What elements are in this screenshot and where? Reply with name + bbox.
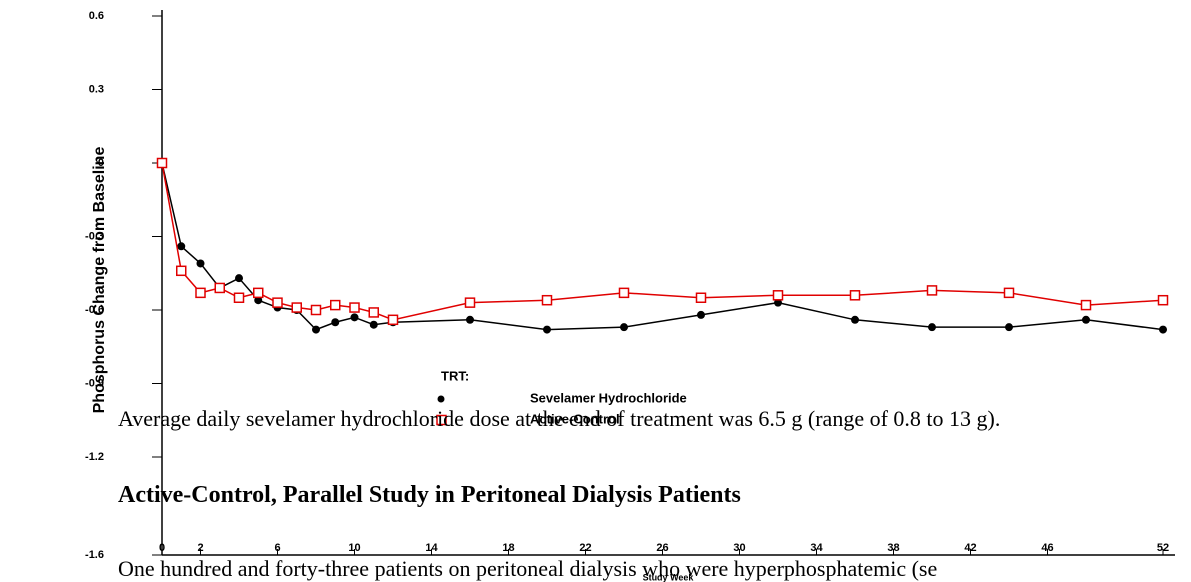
- marker: [233, 292, 245, 303]
- x-tick-label: 18: [502, 542, 514, 554]
- x-tick-label: 22: [579, 542, 591, 554]
- marker: [368, 307, 379, 318]
- marker: [541, 294, 553, 306]
- marker: [1082, 315, 1090, 324]
- paragraph: Average daily sevelamer hydrochloride do…: [118, 406, 1001, 431]
- y-tick-label: 0.6: [89, 10, 104, 22]
- marker: [697, 310, 705, 319]
- x-tick-label: 42: [964, 542, 976, 554]
- marker: [1080, 299, 1092, 311]
- marker: [926, 285, 938, 296]
- marker: [176, 265, 187, 277]
- marker: [310, 304, 322, 316]
- marker: [254, 296, 263, 305]
- y-tick-label: -0.9: [85, 377, 104, 389]
- marker: [253, 287, 264, 299]
- heading: Active-Control, Parallel Study in Perito…: [118, 482, 741, 508]
- marker: [695, 292, 707, 303]
- marker: [156, 157, 168, 169]
- marker: [349, 302, 360, 313]
- x-axis-title: Study Week: [643, 572, 695, 582]
- paragraph: One hundred and forty-three patients on …: [118, 556, 938, 581]
- x-tick-label: 38: [887, 542, 899, 554]
- marker: [312, 325, 320, 334]
- y-tick-label: -0.6: [85, 304, 104, 316]
- y-tick-label: -1.6: [85, 549, 104, 561]
- x-tick-label: 0: [159, 542, 165, 554]
- x-tick-label: 52: [1157, 542, 1169, 554]
- marker: [543, 325, 551, 334]
- marker: [369, 320, 378, 329]
- x-tick-label: 10: [348, 542, 360, 554]
- marker: [1159, 325, 1167, 334]
- marker: [177, 242, 186, 251]
- legend-title: TRT:: [441, 368, 469, 383]
- marker: [1005, 323, 1013, 332]
- marker: [1157, 294, 1169, 306]
- legend-marker: [437, 395, 445, 403]
- marker: [235, 274, 243, 283]
- legend-marker: [436, 414, 447, 426]
- marker: [331, 318, 340, 327]
- y-axis-title: Phosphorus Change from Baseline: [91, 147, 108, 414]
- y-tick-label: 0: [98, 157, 104, 169]
- marker: [851, 315, 859, 324]
- marker: [291, 302, 302, 313]
- x-tick-label: 2: [197, 542, 203, 554]
- series-line: [161, 162, 1164, 331]
- x-tick-label: 34: [810, 542, 823, 554]
- legend-label: Active-Control: [530, 411, 620, 426]
- marker: [330, 299, 341, 311]
- marker: [620, 323, 628, 332]
- marker: [928, 323, 936, 332]
- x-tick-label: 26: [656, 542, 668, 554]
- y-tick-label: 0.3: [89, 83, 104, 95]
- x-tick-label: 14: [425, 542, 438, 554]
- marker: [466, 315, 474, 324]
- marker: [387, 314, 399, 326]
- marker: [196, 259, 205, 268]
- y-tick-label: -1.2: [85, 451, 104, 463]
- marker: [214, 282, 225, 294]
- marker: [774, 298, 782, 307]
- marker: [195, 287, 206, 299]
- marker: [350, 313, 359, 322]
- legend-label: Sevelamer Hydrochloride: [530, 390, 687, 405]
- x-tick-label: 46: [1041, 542, 1053, 554]
- marker: [618, 287, 630, 299]
- x-tick-label: 30: [733, 542, 745, 554]
- marker: [272, 297, 283, 308]
- marker: [772, 290, 784, 301]
- marker: [464, 297, 476, 308]
- y-tick-label: -0.3: [85, 230, 104, 242]
- marker: [1003, 287, 1015, 299]
- marker: [849, 290, 861, 301]
- x-tick-label: 6: [274, 542, 280, 554]
